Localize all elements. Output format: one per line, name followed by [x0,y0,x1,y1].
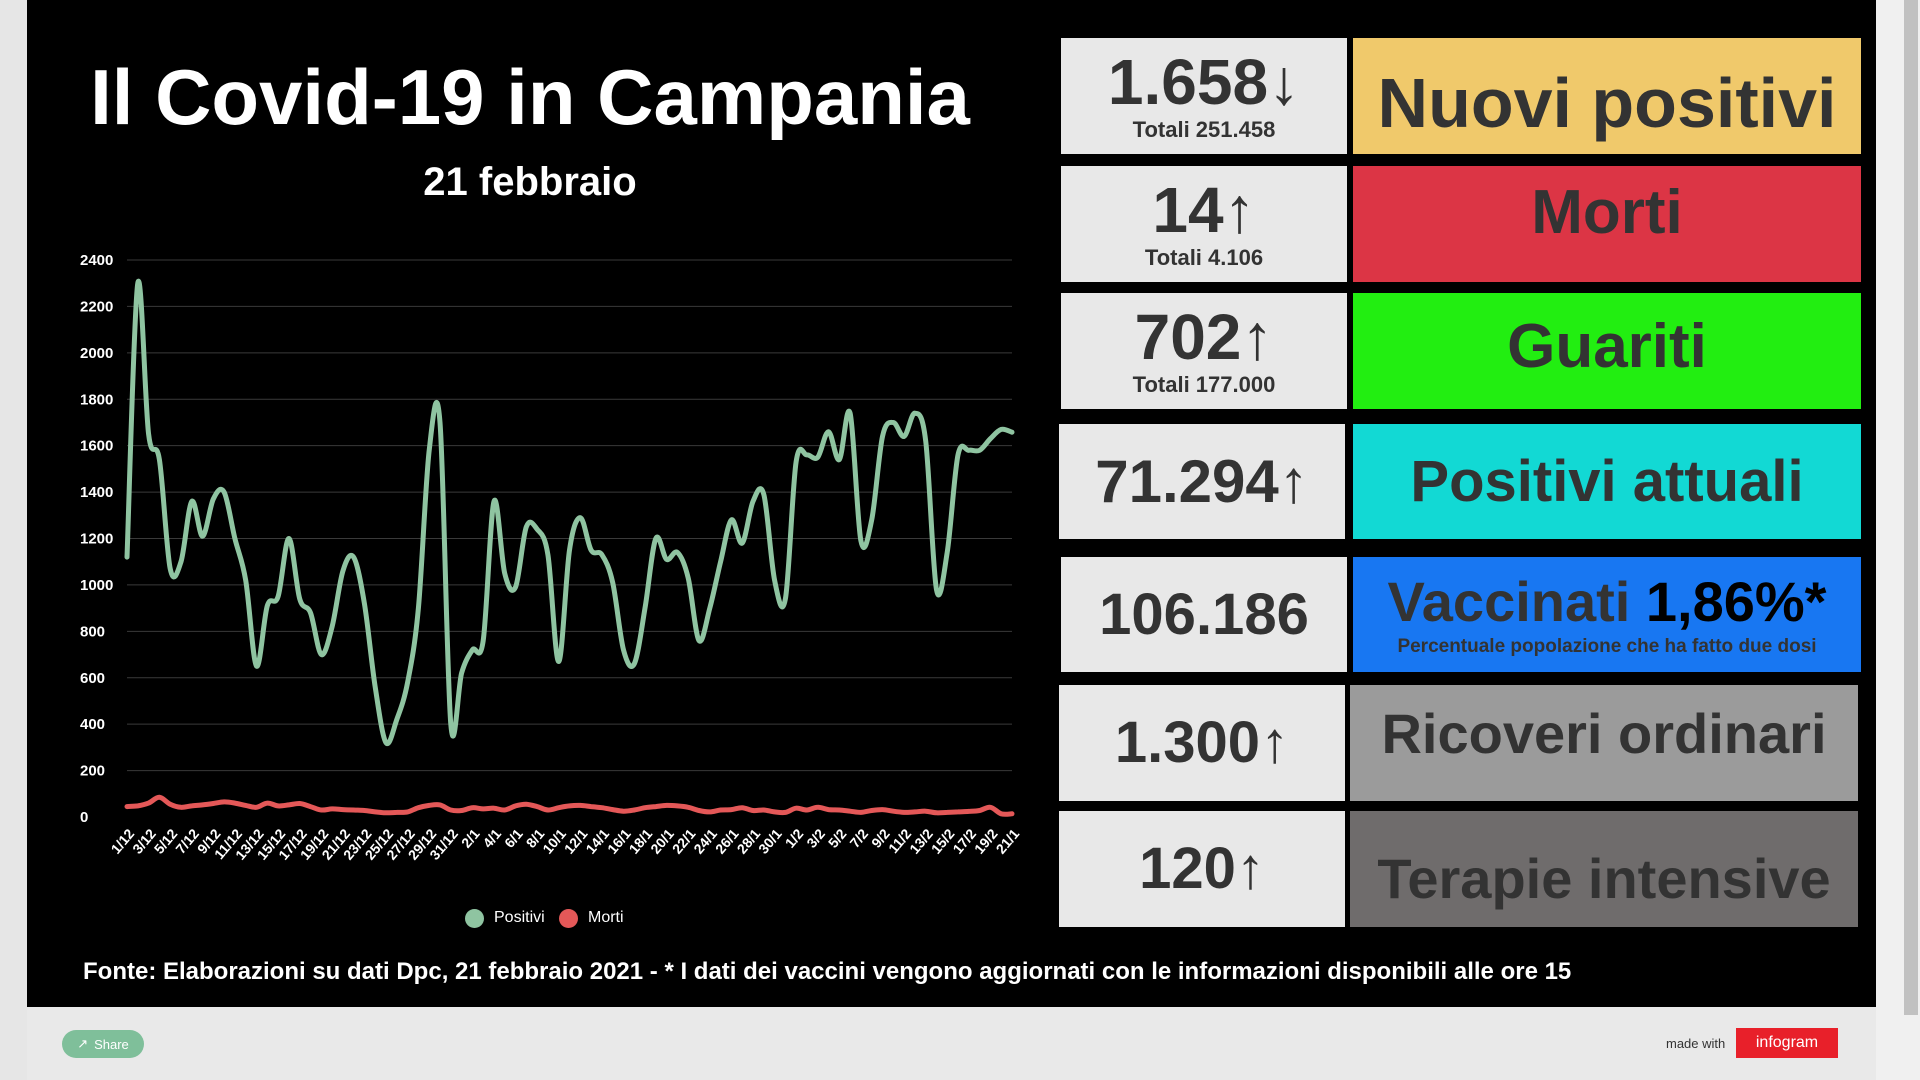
y-tick-label: 1800 [80,391,113,408]
nuovi-positivi-number-card: 1.658↓ Totali 251.458 [1061,38,1347,154]
x-tick-label: 2/1 [458,825,483,850]
positivi-attuali-value: 71.294↑ [1095,447,1309,515]
infogram-logo-text: infogram [1755,1034,1819,1051]
footer-bar [27,1007,1876,1080]
y-tick-label: 1200 [80,531,113,548]
guariti-label-card: Guariti [1353,293,1861,409]
morti-number-card: 14↑ Totali 4.106 [1061,166,1347,282]
ricoveri-label: Ricoveri ordinari [1381,701,1827,765]
line-chart: 0 200 400 600 800 1000 1200 1400 1600 1800 2000 220… [80,252,1023,863]
legend-item-positivi: Positivi [465,906,545,930]
nuovi-positivi-label-card: Nuovi positivi [1353,38,1861,154]
left-gutter [0,0,27,1080]
legend-morti-label: Morti [588,909,624,926]
x-tick-label: 7/2 [846,825,871,850]
nuovi-positivi-total: Totali 251.458 [1132,116,1276,142]
legend-positivi-label: Positivi [494,909,545,926]
ricoveri-number-card: 1.300↑ [1059,685,1345,801]
vaccinati-note: Percentuale popolazione che ha fatto due… [1397,636,1817,658]
scrollbar-thumb[interactable] [1904,0,1918,1015]
morti-label-card: Morti [1353,166,1861,282]
terapie-label: Terapie intensive [1377,846,1831,910]
y-tick-label: 600 [80,670,105,687]
x-tick-label: 30/1 [755,825,785,856]
legend-positivi-dot [465,908,484,928]
positivi-attuali-number-card: 71.294↑ [1059,424,1345,539]
x-tick-label: 1/2 [782,825,807,850]
vaccinati-number-card: 106.186 [1061,557,1347,672]
made-with-text: made with [1666,1036,1726,1051]
guariti-value: 702↑ [1134,300,1274,373]
page-subtitle: 21 febbraio [423,160,637,204]
vaccinati-percent: 1,86%* [1645,569,1827,633]
legend-morti-dot [559,908,578,928]
ricoveri-value: 1.300↑ [1114,710,1290,775]
terapie-value: 120↑ [1139,836,1265,901]
vaccinati-heading: Vaccinati 1,86%* [1387,569,1827,633]
guariti-number-card: 702↑ Totali 177.000 [1061,293,1347,409]
morti-total: Totali 4.106 [1144,244,1264,270]
y-tick-label: 800 [80,623,105,640]
nuovi-positivi-label: Nuovi positivi [1377,64,1837,142]
page-title: Il Covid-19 in Campania [90,53,970,141]
x-tick-label: 6/1 [501,825,526,850]
y-tick-label: 400 [80,716,105,733]
share-icon: ↗ [77,1036,89,1051]
y-tick-label: 1600 [80,438,113,455]
y-tick-label: 1000 [80,577,113,594]
morti-label: Morti [1531,177,1683,247]
terapie-label-card: Terapie intensive [1350,811,1858,927]
positivi-attuali-label: Positivi attuali [1410,449,1804,514]
morti-value: 14↑ [1152,173,1256,246]
terapie-number-card: 120↑ [1059,811,1345,927]
series-line-positivi [124,278,1015,747]
y-tick-label: 200 [80,763,105,780]
nuovi-positivi-value: 1.658↓ [1107,45,1301,118]
guariti-total: Totali 177.000 [1132,371,1276,397]
guariti-label: Guariti [1507,311,1707,381]
x-tick-label: 4/1 [479,825,504,850]
x-tick-label: 5/2 [825,825,850,850]
series-line-morti [124,794,1015,817]
share-button[interactable]: ↗ Share [62,1030,144,1058]
legend-item-morti: Morti [559,906,624,930]
vaccinati-value: 106.186 [1099,581,1309,647]
y-tick-label: 1400 [80,484,113,501]
x-tick-label: 3/2 [803,825,828,850]
ricoveri-label-card: Ricoveri ordinari [1350,685,1858,801]
share-label: Share [94,1036,129,1052]
x-tick-label: 21/1 [993,825,1023,856]
vaccinati-label: Vaccinati [1387,569,1631,633]
infogram-logo[interactable]: infogram [1736,1028,1838,1058]
positivi-attuali-label-card: Positivi attuali [1353,424,1861,539]
y-tick-label: 0 [80,809,88,826]
vaccinati-label-card: Vaccinati 1,86%* Percentuale popolazione… [1353,557,1861,672]
source-note: Fonte: Elaborazioni su dati Dpc, 21 febb… [83,958,1572,985]
y-tick-label: 2000 [80,345,113,362]
y-tick-label: 2200 [80,298,113,315]
y-tick-label: 2400 [80,252,113,269]
